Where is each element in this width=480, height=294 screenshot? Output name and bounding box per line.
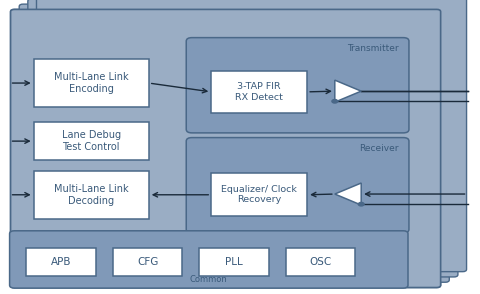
Text: Transmitter: Transmitter (347, 44, 398, 53)
FancyBboxPatch shape (34, 59, 149, 107)
Polygon shape (335, 183, 361, 205)
FancyBboxPatch shape (11, 9, 441, 288)
FancyBboxPatch shape (199, 248, 269, 276)
Polygon shape (335, 80, 361, 102)
Text: Common: Common (190, 275, 228, 284)
Circle shape (332, 100, 338, 103)
FancyBboxPatch shape (19, 4, 449, 282)
FancyBboxPatch shape (186, 138, 409, 233)
Text: APB: APB (51, 257, 72, 267)
FancyBboxPatch shape (211, 173, 307, 216)
FancyBboxPatch shape (11, 9, 441, 288)
FancyBboxPatch shape (26, 248, 96, 276)
Text: PLL: PLL (225, 257, 243, 267)
FancyBboxPatch shape (10, 231, 408, 288)
FancyBboxPatch shape (186, 38, 409, 133)
Text: Multi-Lane Link
Decoding: Multi-Lane Link Decoding (54, 184, 129, 206)
FancyBboxPatch shape (211, 71, 307, 113)
FancyBboxPatch shape (113, 248, 182, 276)
FancyBboxPatch shape (34, 122, 149, 160)
Text: CFG: CFG (137, 257, 158, 267)
FancyBboxPatch shape (34, 171, 149, 219)
FancyBboxPatch shape (28, 0, 458, 277)
Text: OSC: OSC (309, 257, 332, 267)
Circle shape (358, 203, 364, 206)
Text: 3-TAP FIR
RX Detect: 3-TAP FIR RX Detect (235, 82, 283, 101)
Text: Receiver: Receiver (359, 144, 398, 153)
FancyBboxPatch shape (286, 248, 355, 276)
Text: Multi-Lane Link
Encoding: Multi-Lane Link Encoding (54, 72, 129, 94)
Text: Equalizer/ Clock
Recovery: Equalizer/ Clock Recovery (221, 185, 297, 204)
Text: Lane Debug
Test Control: Lane Debug Test Control (61, 130, 121, 152)
FancyBboxPatch shape (36, 0, 467, 272)
